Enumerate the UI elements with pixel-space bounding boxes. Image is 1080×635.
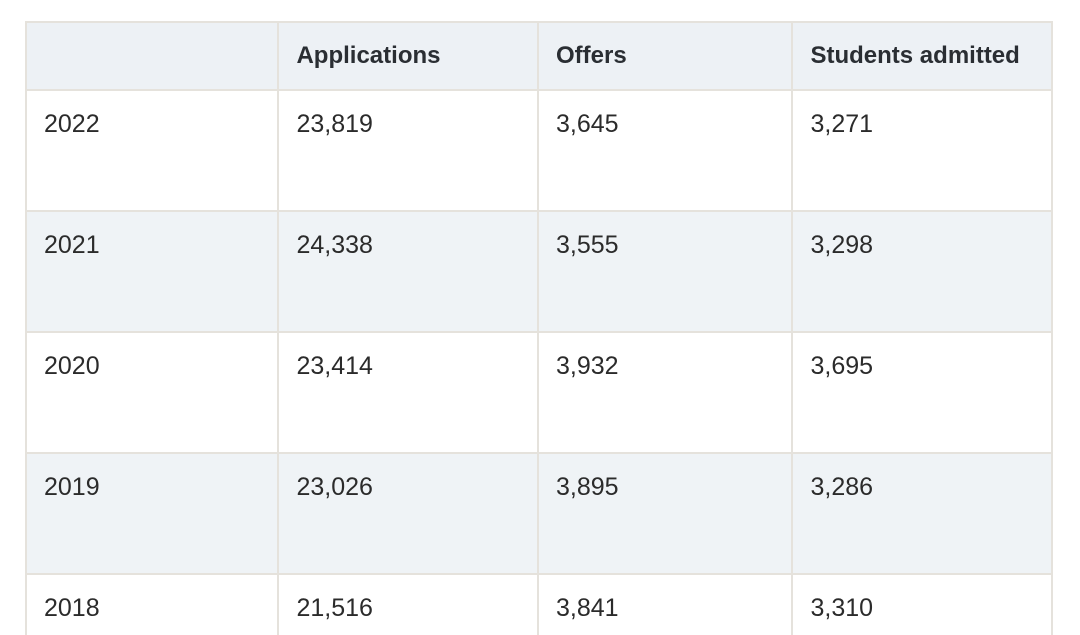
admissions-statistics-table: Applications Offers Students admitted 20… — [24, 21, 1053, 635]
students-admitted-cell: 3,271 — [791, 89, 1053, 212]
table-row-2019: 2019 23,026 3,895 3,286 — [24, 452, 1053, 575]
students-admitted-cell: 3,310 — [791, 573, 1053, 635]
table-row-2021: 2021 24,338 3,555 3,298 — [24, 210, 1053, 333]
year-cell: 2022 — [24, 89, 280, 212]
offers-cell: 3,895 — [536, 452, 794, 575]
applications-cell: 23,819 — [277, 89, 539, 212]
offers-cell: 3,932 — [536, 331, 794, 454]
header-cell-empty — [24, 21, 280, 91]
table-row-2022: 2022 23,819 3,645 3,271 — [24, 89, 1053, 212]
applications-cell: 21,516 — [277, 573, 539, 635]
table-row-2018: 2018 21,516 3,841 3,310 — [24, 573, 1053, 635]
year-cell: 2018 — [24, 573, 280, 635]
table-header: Applications Offers Students admitted — [24, 21, 1053, 91]
students-admitted-cell: 3,695 — [791, 331, 1053, 454]
year-cell: 2021 — [24, 210, 280, 333]
header-cell-applications: Applications — [277, 21, 539, 91]
header-cell-students-admitted: Students admitted — [791, 21, 1053, 91]
applications-cell: 23,414 — [277, 331, 539, 454]
applications-cell: 23,026 — [277, 452, 539, 575]
table-row-2020: 2020 23,414 3,932 3,695 — [24, 331, 1053, 454]
students-admitted-cell: 3,286 — [791, 452, 1053, 575]
offers-cell: 3,645 — [536, 89, 794, 212]
table-body: 2022 23,819 3,645 3,271 2021 24,338 3,55… — [24, 89, 1053, 635]
header-row: Applications Offers Students admitted — [24, 21, 1053, 91]
year-cell: 2019 — [24, 452, 280, 575]
header-cell-offers: Offers — [536, 21, 794, 91]
offers-cell: 3,841 — [536, 573, 794, 635]
year-cell: 2020 — [24, 331, 280, 454]
applications-cell: 24,338 — [277, 210, 539, 333]
admissions-table-container: Applications Offers Students admitted 20… — [24, 21, 1053, 635]
offers-cell: 3,555 — [536, 210, 794, 333]
students-admitted-cell: 3,298 — [791, 210, 1053, 333]
